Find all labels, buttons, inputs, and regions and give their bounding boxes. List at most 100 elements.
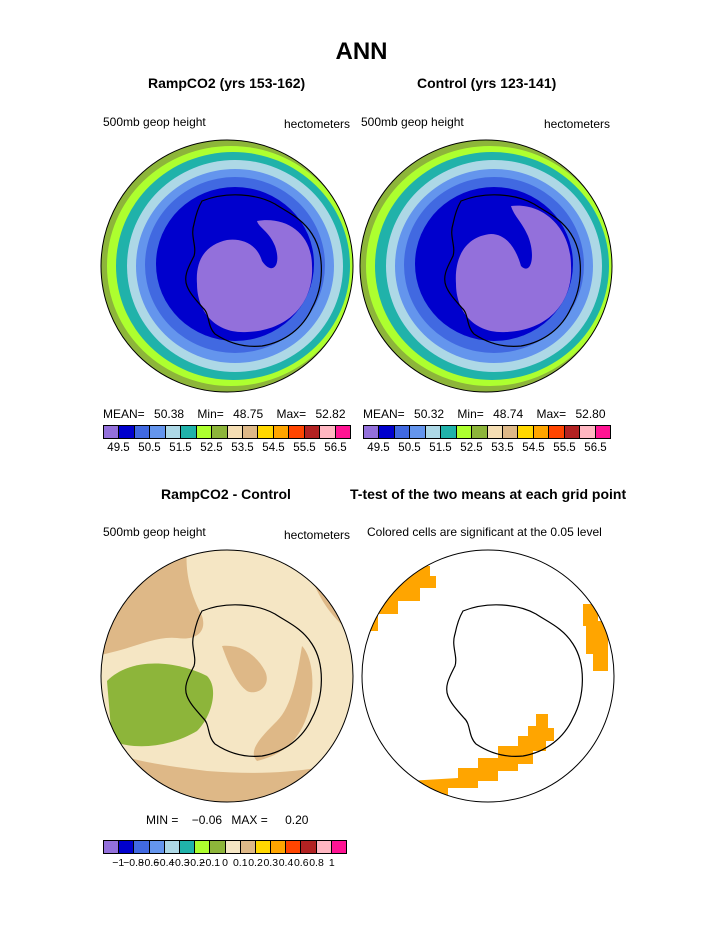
- colorbar-tick-label: 50.5: [138, 442, 161, 454]
- colorbar-tick-label: 0.6: [293, 857, 309, 869]
- colorbar-tick-label: 51.5: [429, 442, 452, 454]
- colorbar-swatch: [196, 426, 213, 438]
- colorbar-tick-label: 49.5: [367, 442, 390, 454]
- colorbar-swatch: [456, 426, 473, 438]
- colorbar-tick-label: −0.4: [153, 857, 175, 869]
- colorbar-tick-label: 0.2: [248, 857, 263, 869]
- colorbar-swatch: [533, 426, 550, 438]
- colorbar-swatch: [150, 426, 166, 438]
- colorbar-swatch: [425, 426, 442, 438]
- colorbar-swatch: [518, 426, 534, 438]
- colorbar-swatch: [119, 841, 135, 853]
- panel-title-ttest: T-test of the two means at each grid poi…: [350, 486, 627, 502]
- colorbar-swatch: [255, 841, 272, 853]
- map-ttest: [361, 549, 615, 803]
- colorbar-swatch: [179, 841, 196, 853]
- colorbar-tick-label: 51.5: [169, 442, 192, 454]
- colorbar-tick-label: −1: [112, 857, 125, 869]
- colorbar-ramp-ticks: 49.5 50.5 51.5 52.5 53.5 54.5 55.5 56.5: [103, 442, 351, 456]
- panel-control-max-label: Max=: [536, 407, 567, 421]
- panel-ramp-max-label: Max=: [276, 407, 307, 421]
- colorbar-swatch: [304, 426, 321, 438]
- colorbar-swatch: [286, 841, 302, 853]
- colorbar-tick-label: 52.5: [200, 442, 223, 454]
- panel-control-mean-value: 50.32: [414, 407, 445, 421]
- colorbar-swatch: [595, 426, 610, 438]
- colorbar-swatch: [134, 841, 150, 853]
- colorbar-swatch: [564, 426, 581, 438]
- panel-ramp-units-label: hectometers: [284, 117, 351, 131]
- colorbar-diff: [103, 840, 347, 854]
- panel-diff-min-value: −0.06: [191, 813, 223, 827]
- panel-control-variable-label: 500mb geop height: [361, 115, 464, 129]
- colorbar-ramp: [103, 425, 351, 439]
- colorbar-tick-label: 1: [328, 857, 335, 869]
- colorbar-swatch: [580, 426, 596, 438]
- panel-ramp-min-value: 48.75: [233, 407, 264, 421]
- colorbar-tick-label: 0.8: [309, 857, 324, 869]
- colorbar-swatch: [195, 841, 211, 853]
- panel-ttest-note: Colored cells are significant at the 0.0…: [367, 525, 602, 539]
- colorbar-tick-label: −0.6: [138, 857, 160, 869]
- colorbar-swatch: [240, 841, 256, 853]
- colorbar-swatch: [379, 426, 395, 438]
- colorbar-tick-label: 0: [222, 857, 228, 869]
- colorbar-tick-label: 50.5: [398, 442, 421, 454]
- colorbar-swatch: [331, 841, 346, 853]
- colorbar-tick-label: −0.2: [184, 857, 205, 869]
- panel-ramp-min-label: Min=: [197, 407, 224, 421]
- colorbar-swatch: [487, 426, 503, 438]
- colorbar-swatch: [441, 426, 457, 438]
- colorbar-swatch: [320, 426, 336, 438]
- colorbar-swatch: [301, 841, 317, 853]
- colorbar-swatch: [104, 841, 120, 853]
- panel-title-control: Control (yrs 123-141): [417, 75, 557, 91]
- panel-control-min-label: Min=: [457, 407, 484, 421]
- panel-diff-min-label: MIN =: [146, 813, 179, 827]
- colorbar-swatch: [212, 426, 228, 438]
- panel-control-stats: MEAN= 50.32 Min= 48.74 Max= 52.80: [363, 407, 613, 421]
- map-control: [359, 139, 613, 393]
- colorbar-tick-label: −0.8: [123, 857, 144, 869]
- colorbar-swatch: [181, 426, 197, 438]
- colorbar-tick-label: 54.5: [522, 442, 545, 454]
- colorbar-tick-label: 49.5: [107, 442, 130, 454]
- colorbar-swatch: [273, 426, 290, 438]
- colorbar-swatch: [149, 841, 165, 853]
- panel-title-ramp: RampCO2 (yrs 153-162): [148, 75, 306, 91]
- panel-ramp-mean-value: 50.38: [154, 407, 185, 421]
- colorbar-swatch: [472, 426, 488, 438]
- colorbar-tick-label: −0.3: [168, 857, 190, 869]
- colorbar-tick-label: 52.5: [460, 442, 483, 454]
- panel-control-min-value: 48.74: [493, 407, 524, 421]
- map-diff: [100, 549, 354, 803]
- colorbar-tick-label: 0.1: [232, 857, 248, 869]
- colorbar-swatch: [134, 426, 151, 438]
- colorbar-tick-label: 53.5: [491, 442, 514, 454]
- panel-control-max-value: 52.80: [575, 407, 606, 421]
- colorbar-swatch: [316, 841, 332, 853]
- colorbar-swatch: [242, 426, 259, 438]
- colorbar-swatch: [104, 426, 120, 438]
- colorbar-swatch: [394, 426, 411, 438]
- colorbar-swatch: [225, 841, 241, 853]
- colorbar-tick-label: 55.5: [553, 442, 576, 454]
- colorbar-control: [363, 425, 611, 439]
- colorbar-swatch: [119, 426, 135, 438]
- colorbar-swatch: [289, 426, 305, 438]
- colorbar-tick-label: 53.5: [231, 442, 254, 454]
- colorbar-swatch: [164, 841, 180, 853]
- colorbar-swatch: [258, 426, 274, 438]
- colorbar-control-ticks: 49.5 50.5 51.5 52.5 53.5 54.5 55.5 56.5: [363, 442, 611, 456]
- panel-diff-variable-label: 500mb geop height: [103, 525, 206, 539]
- figure-title: ANN: [335, 38, 388, 65]
- colorbar-swatch: [335, 426, 350, 438]
- colorbar-swatch: [165, 426, 182, 438]
- panel-diff-stats: MIN = −0.06 MAX = 0.20: [146, 813, 308, 827]
- colorbar-swatch: [227, 426, 243, 438]
- colorbar-tick-label: 56.5: [324, 442, 347, 454]
- colorbar-tick-label: 56.5: [584, 442, 607, 454]
- colorbar-swatch: [502, 426, 519, 438]
- colorbar-swatch: [271, 841, 287, 853]
- colorbar-swatch: [410, 426, 426, 438]
